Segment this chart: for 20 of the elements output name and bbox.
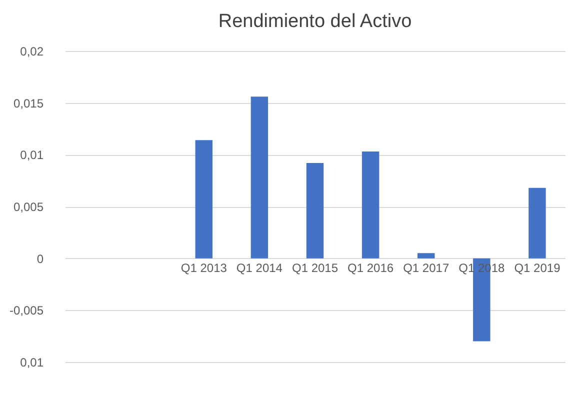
x-tick-label: Q1 2019: [514, 260, 561, 275]
x-tick-label: Q1 2016: [348, 260, 394, 275]
bar: [528, 188, 546, 258]
bar: [306, 162, 324, 258]
y-tick-label: -0,005: [9, 304, 44, 318]
y-tick-label: 0,015: [13, 96, 44, 110]
x-tick-label: Q1 2014: [236, 260, 283, 275]
bar: [418, 253, 435, 258]
chart-title: Rendimiento del Activo: [218, 11, 412, 32]
y-tick-label: 0,01: [20, 356, 44, 370]
x-tick-label: Q1 2017: [403, 260, 450, 275]
bar: [195, 140, 212, 258]
x-tick-label: Q1 2015: [292, 260, 338, 275]
x-tick-label: Q1 2013: [180, 260, 228, 275]
bar: [250, 96, 268, 258]
y-tick-label: 0,02: [20, 44, 44, 58]
bar: [362, 152, 380, 258]
y-tick-label: 0: [36, 252, 44, 266]
y-tick-label: 0,01: [20, 148, 44, 162]
y-tick-label: 0,005: [13, 200, 44, 214]
